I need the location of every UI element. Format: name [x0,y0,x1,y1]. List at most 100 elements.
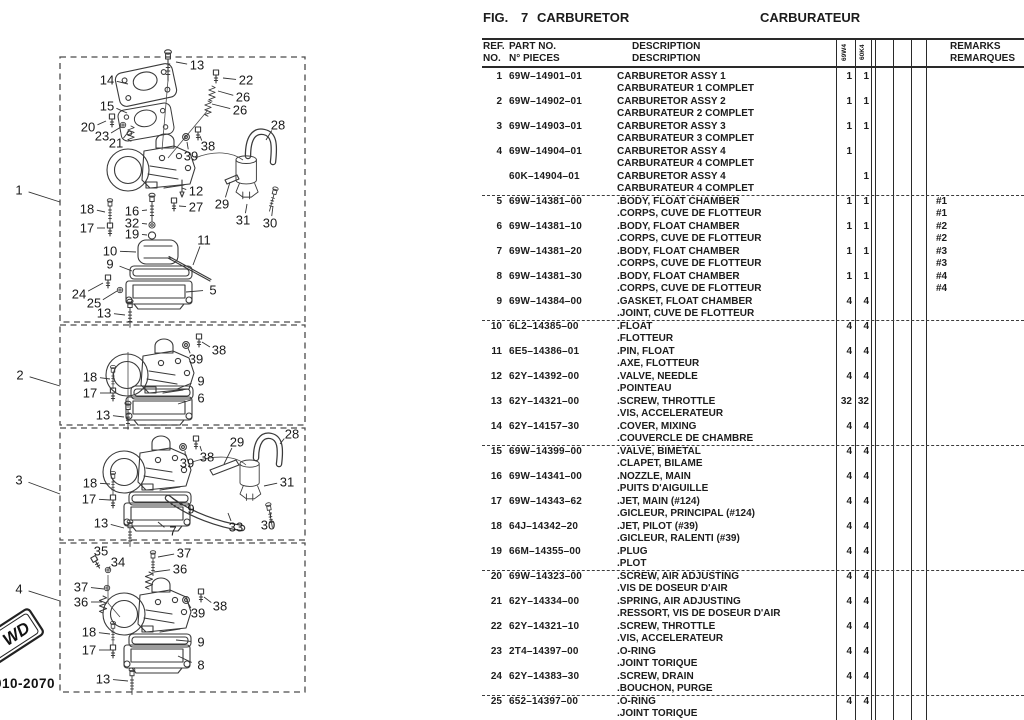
callout-number: 36 [74,595,88,610]
qty-60K4: 4 [863,296,869,307]
dashed-separator [482,195,1024,196]
ref-no: 3 [496,121,502,132]
dashed-group-box [59,542,306,693]
ref-no: 16 [490,471,502,482]
fig-number: 7 [521,10,529,25]
description-fr: .PUITS D'AIGUILLE [617,483,709,494]
qty-60K4: 4 [863,546,869,557]
callout-number: 34 [111,555,125,570]
qty-60K4: 1 [863,246,869,257]
qty-69W4: 4 [846,346,852,357]
ref-no: 20 [490,571,502,582]
callout-number: 23 [95,129,109,144]
remark-line1: #4 [936,271,948,282]
qty-69W4: 4 [846,371,852,382]
table-row: 8 69W–14381–30 .BODY, FLOAT CHAMBER .CORPS,… [482,270,1024,295]
callout-leader-line [271,205,274,217]
table-row: 11 6E5–14386–01 .PIN, FLOAT .AXE, FLOTTEUR 4… [482,345,1024,370]
table-row: 2 69W–14902–01 CARBURETOR ASSY 2 CARBURATEU… [482,95,1024,120]
callout-leader-line [223,447,233,465]
ref-no: 23 [490,646,502,657]
description-fr: .COUVERCLE DE CHAMBRE [617,433,754,444]
qty-69W4: 4 [846,596,852,607]
callout-leader-line [178,205,187,208]
qty-60K4: 4 [863,421,869,432]
callout-leader-line [217,90,234,96]
part-no: 6E5–14386–01 [509,346,580,357]
qty-60K4: 4 [863,346,869,357]
part-no: 69W–14381–20 [509,246,583,257]
qty-69W4: 4 [846,496,852,507]
callout-leader-line [153,569,171,573]
header-desc-line1: DESCRIPTION [632,41,701,52]
callout-number: 15 [100,99,114,114]
header-model-69W4: 69W4 [841,44,848,61]
remark-line2: #2 [936,233,948,244]
remark-line2: #4 [936,283,948,294]
table-row: 60K–14904–01 CARBURETOR ASSY 4 CARBURATEUR… [482,170,1024,195]
part-no: 62Y–14157–30 [509,421,580,432]
qty-60K4: 1 [863,71,869,82]
column-rule [871,38,872,720]
ref-no: 15 [490,446,502,457]
callout-number: 14 [100,73,114,88]
callout-number: 18 [83,476,97,491]
description-fr: CARBURATEUR 4 COMPLET [617,158,755,169]
qty-60K4: 4 [863,571,869,582]
description-en: CARBURETOR ASSY 4 [617,146,726,157]
remark-line1: #2 [936,221,948,232]
drawing-number: 010-2070 [0,676,55,691]
header-ref-line2: NO. [483,53,501,64]
callout-leader-line [108,566,111,570]
fig-title-en: CARBURETOR [537,10,630,25]
qty-60K4: 4 [863,446,869,457]
qty-60K4: 1 [863,121,869,132]
column-rule [926,38,927,720]
description-fr: .POINTEAU [617,383,672,394]
callout-number: 16 [125,204,139,219]
callout-leader-line [187,347,191,354]
description-en: .FLOAT [617,321,653,332]
callout-number: 17 [80,221,94,236]
qty-69W4: 4 [846,446,852,457]
callout-leader-line [265,130,273,141]
callout-leader-line [279,438,285,445]
ref-no: 4 [496,146,502,157]
callout-number: 35 [94,544,108,559]
qty-69W4: 4 [846,321,852,332]
callout-leader-line [185,290,204,293]
part-no: 64J–14342–20 [509,521,579,532]
callout-leader-line [203,596,212,603]
callout-number: 37 [74,580,88,595]
callout-number: 1 [15,183,22,198]
group-boxes [59,56,306,693]
header-desc-line2: DESCRIPTION [632,53,701,64]
part-no: 69W–14399–00 [509,446,583,457]
ref-no: 9 [496,296,502,307]
header-part-line2: N° PIECES [509,53,560,64]
callout-number: 31 [280,475,294,490]
qty-69W4: 32 [840,396,852,407]
part-no: 62Y–14392–00 [509,371,580,382]
fig-label: FIG. [483,10,509,25]
description-fr: .VIS DE DOSEUR D'AIR [617,583,728,594]
description-fr: .RESSORT, VIS DE DOSEUR D'AIR [617,608,781,619]
column-rule [874,38,876,720]
description-en: .COVER, MIXING [617,421,697,432]
dashed-separator [482,570,1024,571]
table-row: 18 64J–14342–20 .JET, PILOT (#39) .GICLEUR,… [482,520,1024,545]
part-no: 69W–14381–30 [509,271,583,282]
callout-leader-line [119,265,133,272]
table-row: 12 62Y–14392–00 .VALVE, NEEDLE .POINTEAU 4 4 [482,370,1024,395]
callout-number: 9 [187,502,194,517]
qty-60K4: 4 [863,496,869,507]
callout-leader-line [186,141,189,150]
qty-69W4: 4 [846,571,852,582]
table-row: 22 62Y–14321–10 .SCREW, THROTTLE .VIS, ACCE… [482,620,1024,645]
callout-number: 12 [189,184,203,199]
ref-no: 17 [490,496,502,507]
callout-number: 38 [212,343,226,358]
callout-leader-line [181,187,187,190]
qty-69W4: 4 [846,646,852,657]
